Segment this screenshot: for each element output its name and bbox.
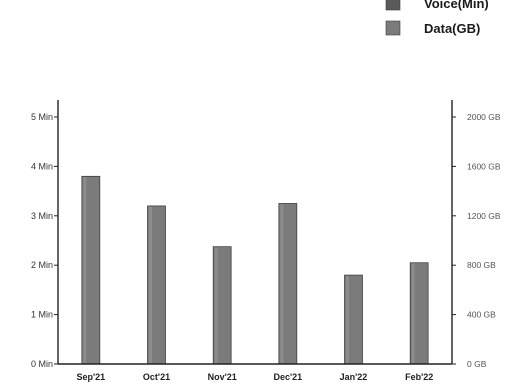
- x-tick-label: Jan'22: [340, 372, 368, 382]
- right-tick-label: 0 GB: [467, 359, 487, 369]
- right-axis: 0 GB 400 GB 800 GB 1200 GB 1600 GB 2000 GB: [451, 100, 501, 369]
- legend-swatch: [385, 0, 401, 11]
- left-tick-label: 2 Min: [31, 260, 53, 270]
- bars: [81, 175, 429, 365]
- right-tick-label: 800 GB: [467, 260, 496, 270]
- right-tick-label: 2000 GB: [467, 112, 501, 122]
- right-tick-label: 400 GB: [467, 310, 496, 320]
- x-tick-label: Nov'21: [208, 372, 237, 382]
- left-tick-label: 4 Min: [31, 161, 53, 171]
- data-bar-highlight: [346, 276, 349, 363]
- legend: Voice(Min) Data(GB): [385, 0, 489, 36]
- left-axis: 0 Min 1 Min 2 Min 3 Min 4 Min 5 Min: [31, 100, 59, 369]
- data-bar-highlight: [149, 206, 152, 363]
- left-tick-label: 1 Min: [31, 310, 53, 320]
- legend-label: Data(GB): [424, 21, 480, 36]
- x-tick-label: Dec'21: [273, 372, 302, 382]
- right-tick-label: 1200 GB: [467, 211, 501, 221]
- data-bar-highlight: [83, 177, 87, 363]
- right-tick-label: 1600 GB: [467, 161, 501, 171]
- left-tick-label: 3 Min: [31, 211, 53, 221]
- data-bar-highlight: [411, 263, 415, 363]
- data-bar-highlight: [280, 204, 284, 363]
- x-tick-label: Sep'21: [76, 372, 105, 382]
- x-tick-label: Feb'22: [405, 372, 433, 382]
- legend-label: Voice(Min): [424, 0, 489, 11]
- left-tick-label: 5 Min: [31, 112, 53, 122]
- x-tick-label: Oct'21: [143, 372, 170, 382]
- left-tick-label: 0 Min: [31, 359, 53, 369]
- legend-swatch: [385, 20, 401, 36]
- x-axis: Sep'21 Oct'21 Nov'21 Dec'21 Jan'22 Feb'22: [58, 363, 452, 382]
- data-bar-highlight: [214, 247, 218, 363]
